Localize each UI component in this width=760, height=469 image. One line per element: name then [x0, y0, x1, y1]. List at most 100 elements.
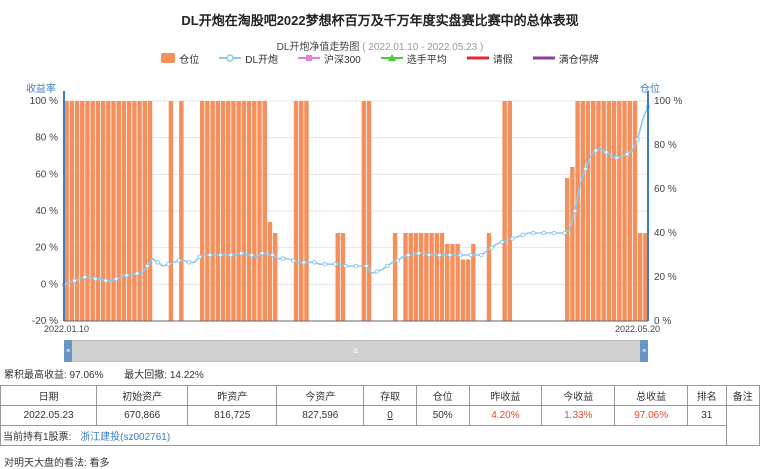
position-bar: [450, 244, 455, 321]
position-bar: [199, 101, 205, 321]
legend-item-suspended[interactable]: 满仓停牌: [532, 51, 599, 66]
position-bar: [465, 259, 471, 321]
dl-series-point: [468, 252, 474, 258]
x-start-label: 2022.01.10: [44, 324, 89, 334]
dl-series-point: [635, 137, 640, 142]
position-bar: [147, 101, 153, 321]
chart-legend: 仓位 DL开炮 沪深300 选手平均 请假 满仓停牌: [0, 51, 760, 66]
position-bar: [220, 101, 226, 321]
position-bar: [460, 259, 466, 321]
th-note: 备注: [725, 385, 760, 406]
performance-summary: 累积最高收益: 97.06% 最大回撤: 14.22%: [4, 366, 222, 381]
dl-series-point: [280, 256, 286, 261]
dl-series-point: [291, 258, 296, 263]
dl-series-point: [322, 261, 328, 267]
position-bar: [606, 101, 612, 321]
position-bar: [132, 101, 137, 321]
dl-series-point: [614, 155, 620, 161]
dl-series-point: [301, 260, 307, 265]
position-bar: [335, 233, 340, 321]
position-bar: [85, 101, 90, 321]
position-bar: [90, 101, 95, 321]
dl-series-point: [249, 252, 255, 258]
chart-range-scrollbar[interactable]: ≡ ≡ ≡: [64, 340, 648, 362]
scroll-handle-right[interactable]: ≡: [640, 340, 648, 362]
legend-item-dl[interactable]: DL开炮: [219, 51, 278, 66]
dl-series-point: [343, 263, 348, 269]
dl-series-point: [82, 274, 88, 280]
cell-total-return: 97.06%: [614, 405, 689, 426]
cell-current-assets: 827,596: [276, 405, 365, 426]
position-bar: [236, 101, 241, 321]
position-bar: [267, 222, 273, 321]
cell-deposit-link[interactable]: 0: [363, 405, 417, 426]
position-bar: [585, 101, 591, 321]
dl-series-point: [124, 272, 129, 278]
position-bar: [366, 101, 372, 321]
position-bar: [611, 101, 617, 321]
cell-position: 50%: [415, 405, 470, 426]
dl-series-point: [447, 252, 453, 258]
holding-row: 当前持有1股票: 浙江建投(sz002761): [0, 425, 760, 446]
holding-label: 当前持有1股票:: [3, 432, 72, 443]
legend-item-position[interactable]: 仓位: [161, 51, 199, 66]
position-bar: [64, 101, 69, 321]
dl-series-point: [593, 148, 599, 153]
cell-rank: 31: [687, 405, 727, 426]
left-tick-label: 80 %: [35, 133, 58, 144]
position-bar: [100, 101, 106, 321]
dl-series-point: [457, 252, 463, 258]
position-bar: [361, 101, 367, 321]
left-tick-label: -20 %: [32, 316, 58, 327]
position-bar: [69, 101, 75, 321]
dl-series-point: [353, 263, 359, 269]
dl-series-point: [186, 260, 192, 265]
dl-series-point: [72, 278, 77, 283]
chart-date-range: ( 2022.01.10 - 2022.05.23 ): [362, 42, 484, 53]
x-end-label: 2022.05.20: [615, 324, 660, 334]
position-bar: [564, 178, 570, 321]
scroll-handle-left[interactable]: ≡: [64, 340, 72, 362]
position-bar: [403, 233, 408, 321]
chart-subtitle: DL开炮净值走势图 ( 2022.01.10 - 2022.05.23 ): [0, 38, 760, 53]
position-bar: [471, 244, 476, 321]
dl-series-point: [395, 258, 401, 263]
position-bar: [575, 101, 580, 321]
position-bar: [637, 233, 643, 321]
dl-series-point: [197, 254, 202, 260]
right-tick-label: 40 %: [654, 228, 677, 239]
position-bar: [74, 101, 80, 321]
legend-symbol-position: [161, 53, 176, 63]
position-bar: [304, 101, 309, 321]
holding-stock-link[interactable]: 浙江建投(sz002761): [80, 432, 171, 443]
legend-label-dl: DL开炮: [245, 54, 279, 66]
dl-series-point: [332, 261, 338, 267]
dl-series-point: [478, 252, 484, 258]
legend-label-position: 仓位: [179, 54, 200, 66]
position-bar: [95, 101, 101, 321]
cell-prev-assets: 816,725: [187, 405, 278, 426]
dl-series-point: [541, 230, 547, 236]
th-current-assets: 今资产: [276, 385, 365, 406]
legend-label-suspended: 满仓停牌: [558, 54, 599, 66]
legend-label-hs300: 沪深300: [324, 54, 361, 66]
legend-item-leave[interactable]: 请假: [466, 51, 513, 66]
position-bar: [293, 101, 299, 321]
scroll-grip-icon[interactable]: ≡: [352, 346, 360, 357]
left-axis-title: 收益率: [26, 82, 56, 95]
holding-cell: 当前持有1股票: 浙江建投(sz002761): [0, 425, 727, 446]
position-bar: [591, 101, 596, 321]
legend-item-hs300[interactable]: 沪深300: [298, 51, 361, 66]
position-bar: [643, 233, 648, 321]
table-header-row: 日期 初始资产 昨资产 今资产 存取 仓位 昨收益 今收益 总收益 排名 备注: [0, 385, 760, 406]
position-bar: [142, 101, 148, 321]
position-bar: [116, 101, 121, 321]
dl-series-point: [155, 260, 161, 265]
legend-item-avg[interactable]: 选手平均: [380, 51, 447, 66]
dl-series-point: [374, 269, 380, 274]
position-bar: [241, 101, 247, 321]
position-bar: [392, 233, 398, 321]
dl-series-point: [364, 263, 369, 269]
th-position: 仓位: [415, 385, 470, 406]
